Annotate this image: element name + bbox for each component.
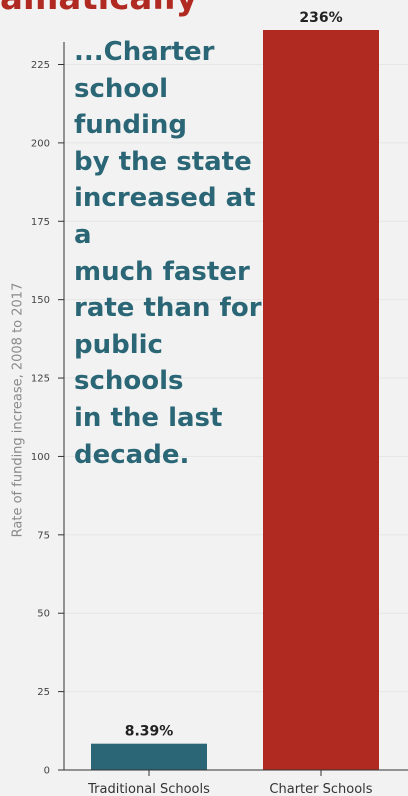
y-tick-label: 175 xyxy=(31,217,50,228)
y-tick-label: 50 xyxy=(37,609,50,620)
y-tick-label: 200 xyxy=(31,138,50,149)
x-tick-label: Traditional Schools xyxy=(87,782,210,796)
data-label: 236% xyxy=(299,10,342,26)
y-tick-label: 25 xyxy=(37,687,50,698)
bar-traditional-schools xyxy=(91,743,207,770)
chart-title-fragment: amatically xyxy=(0,0,198,18)
y-tick-label: 125 xyxy=(31,374,50,385)
y-tick-label: 225 xyxy=(31,60,50,71)
y-tick-label: 150 xyxy=(31,295,50,306)
data-label: 8.39% xyxy=(125,724,174,740)
y-tick-label: 100 xyxy=(31,452,50,463)
data-labels: 8.39% 236% xyxy=(125,10,343,740)
x-ticks: Traditional Schools Charter Schools xyxy=(87,770,373,796)
bars xyxy=(91,30,379,770)
y-tick-label: 0 xyxy=(44,766,50,777)
chart-annotation: ...Charter school funding by the state i… xyxy=(74,37,262,470)
x-tick-label: Charter Schools xyxy=(269,782,372,796)
y-axis-label: Rate of funding increase, 2008 to 2017 xyxy=(10,282,26,538)
gridlines xyxy=(64,63,408,693)
y-tick-label: 75 xyxy=(37,530,50,541)
y-ticks: 0 25 50 75 100 125 150 175 200 225 xyxy=(31,60,64,777)
bar-charter-schools xyxy=(263,30,379,770)
